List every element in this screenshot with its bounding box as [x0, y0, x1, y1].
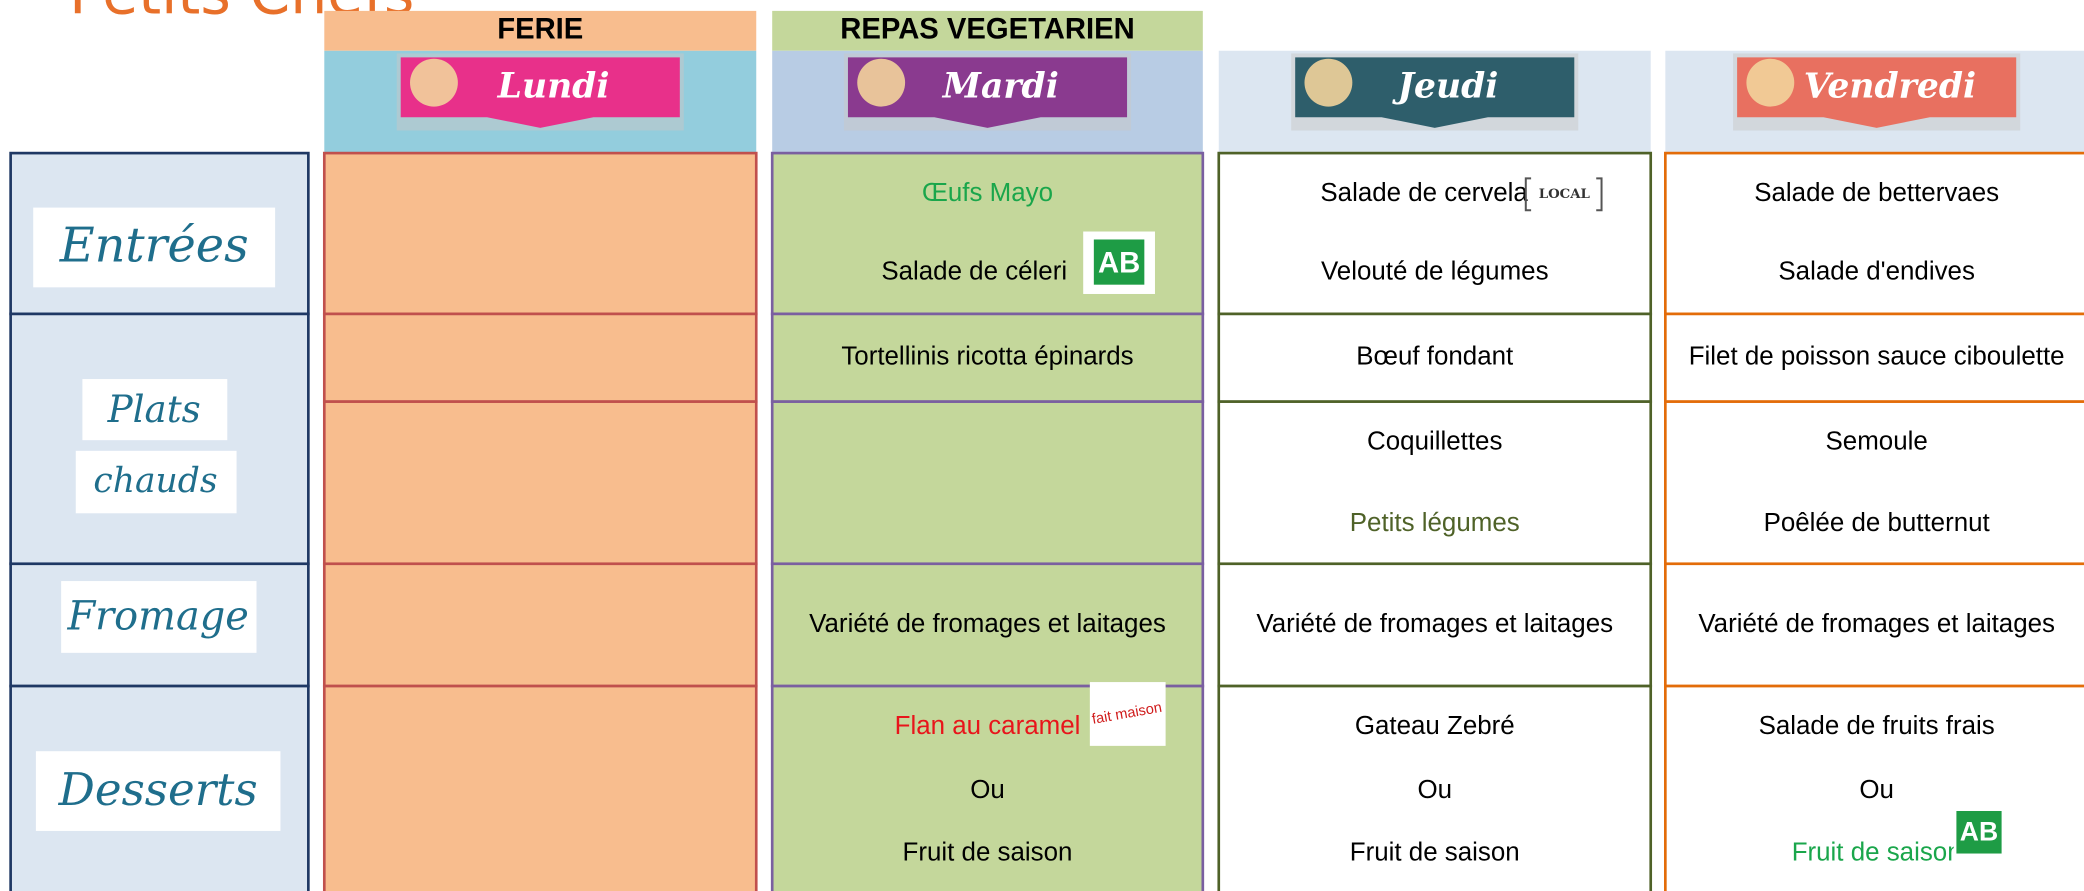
menu-cell: [770, 400, 1205, 566]
menu-item: Velouté de légumes: [1321, 258, 1549, 286]
menu-cell: [770, 562, 1205, 688]
menu-cell: [322, 312, 758, 403]
mascot: [1746, 58, 1795, 107]
day-banner: [1295, 57, 1575, 128]
menu-item: Salade de bettervaes: [1754, 179, 1999, 207]
section-label: Plats: [107, 387, 201, 431]
mascot: [1304, 58, 1353, 107]
day-name: Jeudi: [1392, 66, 1499, 106]
menu-item: Ou: [1859, 776, 1894, 804]
menu-item: Salade de céleri: [881, 258, 1067, 286]
menu-item: Petits légumes: [1350, 509, 1520, 537]
menu-item: Tortellinis ricotta épinards: [841, 343, 1133, 371]
day-name: Vendredi: [1804, 66, 1976, 106]
menu-item: Ou: [1417, 776, 1452, 804]
menu-item: Variété de fromages et laitages: [1256, 610, 1613, 638]
menu-item: Fruit de saison: [1792, 838, 1962, 866]
menu-cell: [322, 151, 758, 316]
menu-item: Gateau Zebré: [1355, 712, 1515, 740]
menu-cell: [1664, 151, 2084, 316]
menu-item: Salade de fruits frais: [1759, 712, 1995, 740]
menu-cell: [1217, 312, 1653, 403]
day-name: Mardi: [942, 66, 1059, 106]
menu-item: Salade d'endives: [1778, 258, 1975, 286]
section-boxes: [33, 207, 281, 831]
menu-item: Semoule: [1826, 428, 1928, 456]
menu-cell: [1664, 400, 2084, 566]
section-label: Desserts: [58, 763, 258, 816]
menu-item: Ou: [970, 776, 1005, 804]
mascot: [410, 58, 458, 107]
menu-item: Œufs Mayo: [922, 179, 1053, 207]
day-banner: [400, 57, 680, 128]
section-label: Fromage: [66, 594, 248, 640]
menu-item: Poêlée de butternut: [1764, 509, 1991, 537]
badge-ab: AB: [1953, 800, 2005, 865]
menu-item: Coquillettes: [1367, 428, 1502, 456]
menu-item: Fruit de saison: [903, 838, 1073, 866]
menu-item: Fruit de saison: [1350, 838, 1520, 866]
badge-text: AB: [1098, 247, 1140, 279]
section-label: chauds: [93, 461, 217, 501]
banner-bg: [324, 10, 757, 51]
menu-item: Salade de cervela: [1320, 179, 1528, 207]
menu-cell: [1664, 684, 2084, 891]
menu-item: Variété de fromages et laitages: [1698, 610, 2055, 638]
banner-text: REPAS VEGETARIEN: [840, 14, 1134, 46]
columns: FERIE Lundi REPAS VEGETARIEN Mardi Œufs Mayo…: [322, 10, 2084, 891]
badge-text: AB: [1960, 817, 1998, 847]
menu-cell: [322, 684, 758, 891]
badge-ab: AB: [1083, 231, 1155, 294]
day-banner: [1737, 57, 2017, 128]
menu-item: Flan au caramel: [895, 712, 1081, 740]
section-label: Entrées: [59, 218, 249, 273]
badge-text: LOCAL: [1539, 187, 1591, 202]
menu-item: Bœuf fondant: [1356, 343, 1514, 371]
menu-cell: [322, 562, 758, 688]
menu-cell: [1217, 562, 1653, 688]
banner-text: FERIE: [497, 14, 583, 46]
menu-cell: [322, 400, 758, 566]
badge-maison: fait maison: [1089, 682, 1166, 746]
badge-local: LOCAL: [1524, 177, 1603, 212]
banner-bg: [772, 10, 1203, 51]
menu-cell: [1217, 684, 1653, 891]
menu-cell: [1217, 400, 1653, 566]
menu-cell: [1217, 151, 1653, 316]
menu-cell: [1664, 312, 2084, 403]
menu-item: Filet de poisson sauce ciboulette: [1689, 343, 2065, 371]
menu-item: Variété de fromages et laitages: [809, 610, 1166, 638]
day-banner: [847, 57, 1128, 128]
mascot: [857, 58, 906, 107]
day-name: Lundi: [497, 66, 610, 106]
menu-cell: [1664, 562, 2084, 688]
